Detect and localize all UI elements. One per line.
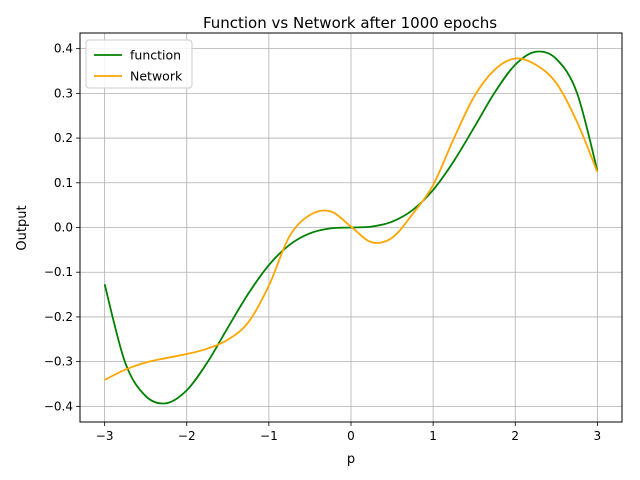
y-tick-label: 0.3 xyxy=(54,86,73,100)
legend-label: Network xyxy=(130,69,183,84)
y-tick-label: 0.0 xyxy=(54,221,73,235)
x-tick-label: −3 xyxy=(96,429,114,443)
x-tick-label: 0 xyxy=(347,429,355,443)
x-axis-label: p xyxy=(347,452,355,467)
chart-title: Function vs Network after 1000 epochs xyxy=(203,14,497,32)
x-tick-label: 2 xyxy=(511,429,519,443)
y-tick-label: 0.2 xyxy=(54,131,73,145)
grid xyxy=(80,33,622,422)
x-tick-label: 3 xyxy=(594,429,602,443)
y-tick-label: 0.1 xyxy=(54,176,73,190)
y-tick-label: −0.2 xyxy=(44,310,73,324)
y-tick-label: 0.4 xyxy=(54,42,73,56)
y-tick-label: −0.4 xyxy=(44,399,73,413)
y-tick-label: −0.1 xyxy=(44,265,73,279)
series-lines xyxy=(103,50,599,405)
x-tick-label: 1 xyxy=(429,429,437,443)
axis-ticks: −3 −2 −1 0 1 2 3 −0.4 −0.3 −0.2 −0.1 0.0 0.1 0.2 0.3 0.… xyxy=(44,42,601,443)
legend: function Network xyxy=(85,39,193,89)
series-line-network xyxy=(104,57,599,381)
x-tick-label: −2 xyxy=(178,429,196,443)
x-tick-label: −1 xyxy=(260,429,278,443)
legend-label: function xyxy=(130,48,181,63)
y-axis-label: Output xyxy=(15,205,30,250)
y-tick-label: −0.3 xyxy=(44,355,73,369)
